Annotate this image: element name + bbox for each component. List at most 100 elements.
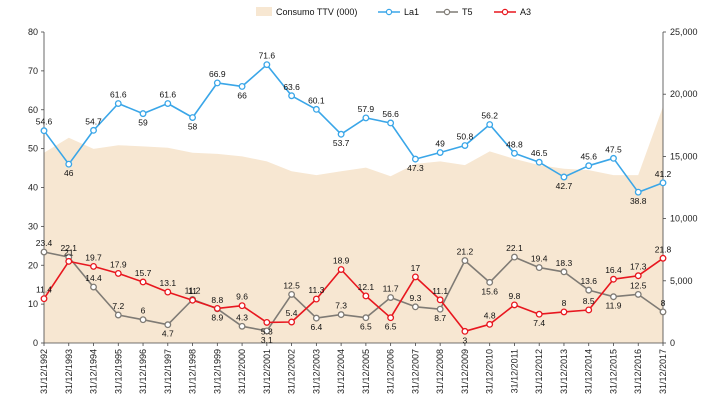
x-tick-label: 31/12/2009 (460, 349, 470, 394)
data-label-la1: 49 (435, 139, 445, 149)
point-a3 (610, 275, 617, 283)
data-label-la1: 47.3 (407, 163, 424, 173)
series-line-a3 (43, 257, 664, 333)
point-t5 (411, 303, 419, 311)
data-label-t5: 18.3 (556, 258, 573, 268)
data-label-a3: 21.8 (655, 244, 672, 254)
point-la1 (411, 155, 419, 163)
x-tick-label: 31/12/2006 (386, 349, 396, 394)
point-a3 (189, 296, 197, 304)
data-label-la1: 50.8 (457, 132, 474, 142)
point-la1 (312, 105, 320, 113)
data-label-t5: 21.2 (457, 247, 474, 257)
point-t5 (461, 257, 469, 265)
left-axis-ticks: 0 10 20 30 40 50 60 70 80 (28, 27, 44, 348)
legend-label-t5: T5 (462, 7, 473, 17)
point-la1 (610, 154, 617, 162)
x-tick-label: 31/12/1997 (163, 349, 173, 394)
series-line-la1 (43, 63, 664, 193)
point-la1 (65, 160, 73, 168)
right-tick-label: 0 (670, 338, 675, 348)
data-label-a3: 17 (411, 263, 421, 273)
x-tick-label: 31/12/2012 (534, 349, 544, 394)
data-label-la1: 53.7 (333, 138, 350, 148)
right-tick-label: 25,000 (670, 27, 698, 37)
legend-marker-t5 (443, 8, 451, 16)
data-label-la1: 46 (64, 168, 74, 178)
x-tick-label: 31/12/2011 (509, 349, 519, 393)
data-label-a3: 11.1 (432, 286, 448, 296)
x-tick-label: 31/12/2008 (435, 349, 445, 394)
point-la1 (40, 127, 48, 135)
left-tick-label: 20 (28, 260, 38, 270)
data-label-la1: 45.6 (580, 152, 597, 162)
point-a3 (312, 295, 320, 303)
data-label-t5: 8.8 (211, 295, 223, 305)
x-tick-label: 31/12/2014 (584, 349, 594, 394)
right-tick-label: 10,000 (670, 214, 698, 224)
point-la1 (535, 158, 543, 166)
legend: Consumo TTV (000) La1 T5 A3 (256, 7, 531, 17)
x-tick-label: 31/12/2001 (262, 349, 272, 394)
point-la1 (634, 188, 642, 196)
data-label-t5: 6.5 (360, 322, 372, 332)
data-label-a3: 4.8 (484, 310, 496, 320)
point-a3 (659, 254, 667, 262)
point-la1 (337, 130, 345, 138)
point-t5 (436, 305, 444, 313)
left-tick-label: 10 (28, 299, 38, 309)
point-la1 (659, 179, 667, 187)
x-tick-label: 31/12/2016 (633, 349, 643, 394)
left-tick-label: 50 (28, 144, 38, 154)
x-tick-label: 31/12/2013 (559, 349, 569, 394)
legend-label-la1: La1 (404, 7, 419, 17)
data-label-la1: 60.1 (308, 95, 325, 105)
data-label-a3: 15.7 (135, 268, 152, 278)
data-label-a3: 8 (562, 298, 567, 308)
point-a3 (585, 306, 593, 314)
data-label-la1: 58 (188, 122, 198, 132)
data-label-t5: 22.1 (506, 243, 523, 253)
point-la1 (436, 149, 444, 156)
x-tick-label: 31/12/1995 (113, 349, 123, 394)
x-tick-label: 31/12/2017 (658, 349, 668, 394)
x-tick-label: 31/12/1993 (64, 349, 74, 394)
point-a3 (288, 318, 296, 326)
point-a3 (461, 327, 469, 335)
x-tick-label: 31/12/2005 (361, 349, 371, 394)
point-a3 (337, 266, 345, 273)
data-label-t5: 4.7 (162, 329, 174, 339)
point-a3 (535, 310, 543, 318)
point-t5 (288, 290, 296, 298)
point-t5 (362, 314, 370, 322)
point-a3 (560, 308, 568, 316)
data-label-a3: 11.4 (36, 285, 52, 295)
point-la1 (510, 149, 518, 157)
x-tick-label: 31/12/1999 (212, 349, 222, 394)
data-label-la1: 61.6 (160, 90, 177, 100)
point-la1 (585, 162, 593, 170)
data-label-a3: 5.3 (261, 326, 273, 336)
point-t5 (560, 268, 568, 276)
data-label-t5: 4.3 (236, 312, 248, 322)
point-la1 (387, 119, 395, 127)
data-label-t5: 11.7 (383, 284, 399, 294)
data-label-a3: 8.9 (211, 312, 223, 322)
data-label-la1: 47.5 (605, 144, 622, 154)
right-tick-label: 5,000 (670, 276, 693, 286)
x-axis-ticks: 31/12/1992 31/12/1993 31/12/1994 31/12/1995… (39, 343, 668, 394)
data-label-t5: 6 (141, 306, 146, 316)
legend-swatch-consumo (256, 7, 272, 16)
point-la1 (486, 121, 494, 128)
left-tick-label: 30 (28, 221, 38, 231)
data-label-a3: 11.3 (308, 285, 324, 295)
data-label-a3: 13.1 (160, 278, 177, 288)
point-t5 (114, 311, 122, 319)
data-label-la1: 38.8 (630, 196, 647, 206)
x-tick-label: 31/12/1994 (89, 349, 99, 394)
right-tick-label: 15,000 (670, 151, 698, 161)
point-la1 (139, 110, 147, 118)
point-t5 (634, 290, 642, 298)
data-label-t5: 12.5 (283, 280, 300, 290)
